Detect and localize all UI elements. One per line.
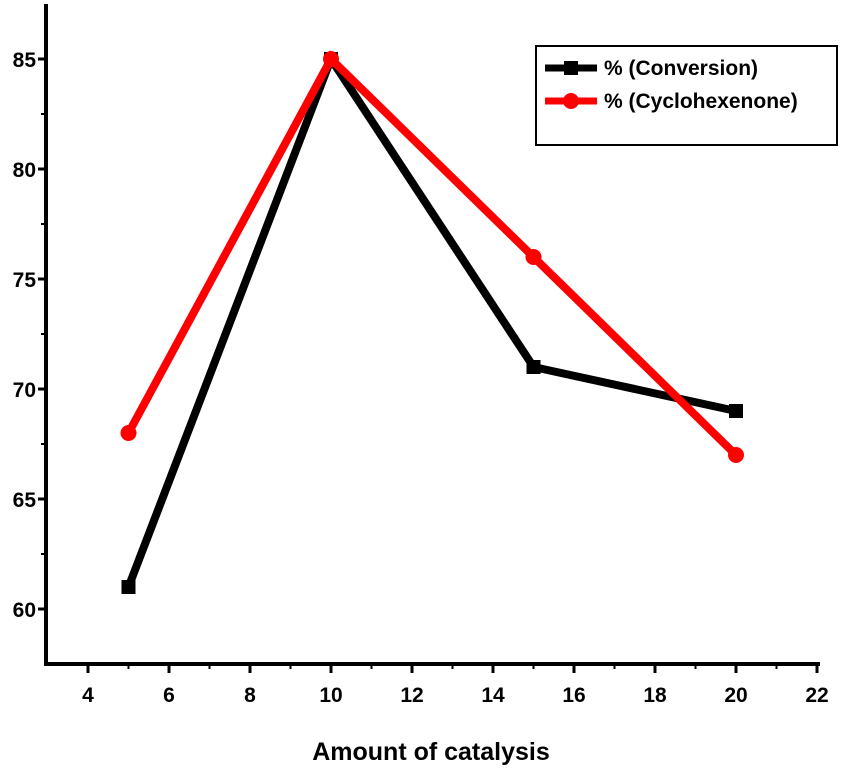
y-tick-label: 60 — [13, 599, 36, 622]
x-tick-label: 12 — [400, 684, 423, 707]
x-tick-label: 14 — [481, 684, 505, 707]
data-point — [525, 249, 542, 265]
x-axis-ticks: 4 6 8 10 12 14 16 18 20 22 — [82, 664, 829, 707]
x-tick-label: 16 — [562, 684, 585, 707]
x-tick-label: 22 — [805, 684, 828, 707]
legend-box — [535, 45, 838, 146]
legend: % (Conversion) % (Cyclohexenone) — [535, 45, 838, 146]
x-tick-label: 4 — [82, 684, 94, 707]
legend-marker — [564, 61, 578, 75]
legend-item: % (Conversion) — [545, 57, 758, 80]
data-point — [728, 447, 744, 463]
series-line — [124, 52, 739, 458]
legend-marker — [563, 93, 579, 109]
legend-item: % (Cyclohexenone) — [545, 90, 798, 113]
x-tick-label: 8 — [244, 684, 256, 707]
plot-area — [120, 50, 744, 594]
data-point — [120, 425, 137, 441]
x-tick-label: 10 — [319, 684, 342, 707]
y-tick-label: 75 — [13, 269, 37, 292]
y-tick-label: 85 — [13, 49, 37, 72]
x-tick-label: 6 — [163, 684, 175, 707]
data-point — [121, 580, 136, 594]
y-axis-ticks: 60 65 70 75 80 85 — [13, 49, 46, 622]
series-line — [124, 50, 737, 589]
x-axis-title: Amount of catalysis — [312, 738, 550, 766]
x-tick-label: 20 — [724, 684, 747, 707]
x-tick-label: 18 — [643, 684, 667, 707]
y-tick-label: 70 — [13, 379, 36, 402]
series-2 — [120, 51, 744, 463]
data-point — [729, 404, 743, 418]
legend-label: % (Cyclohexenone) — [604, 90, 798, 113]
data-point — [323, 51, 339, 67]
data-point — [526, 360, 541, 374]
legend-label: % (Conversion) — [604, 57, 758, 80]
y-tick-label: 80 — [13, 159, 36, 182]
y-tick-label: 65 — [13, 489, 37, 512]
